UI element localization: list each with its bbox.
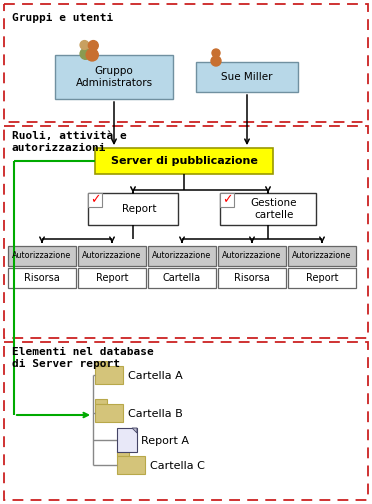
Bar	[78, 246, 146, 266]
Bar	[95, 366, 123, 384]
Bar	[4, 4, 368, 122]
Text: Gruppi e utenti: Gruppi e utenti	[12, 13, 113, 23]
Text: Autorizzazione: Autorizzazione	[12, 251, 72, 261]
Text: Autorizzazione: Autorizzazione	[222, 251, 282, 261]
Bar	[95, 148, 273, 174]
Bar	[288, 268, 356, 288]
Circle shape	[86, 49, 98, 61]
Text: Report: Report	[306, 273, 338, 283]
Bar	[220, 193, 316, 225]
Bar	[4, 342, 368, 500]
Text: ✓: ✓	[222, 194, 232, 207]
Polygon shape	[132, 428, 137, 433]
Bar	[288, 246, 356, 266]
Text: Gruppo
Administrators: Gruppo Administrators	[76, 66, 153, 88]
Text: Sue Miller: Sue Miller	[221, 72, 273, 82]
Circle shape	[80, 48, 91, 59]
Text: Cartella: Cartella	[163, 273, 201, 283]
Bar	[220, 193, 234, 207]
Bar	[8, 246, 76, 266]
Text: Ruoli, attività e
autorizzazioni: Ruoli, attività e autorizzazioni	[12, 131, 127, 153]
Bar	[117, 456, 145, 474]
Text: Risorsa: Risorsa	[234, 273, 270, 283]
Bar	[95, 399, 107, 404]
Text: Autorizzazione: Autorizzazione	[82, 251, 142, 261]
Text: Report A: Report A	[141, 436, 189, 446]
Text: Cartella A: Cartella A	[128, 371, 183, 381]
Bar	[95, 404, 123, 422]
Bar	[88, 193, 178, 225]
Text: Cartella C: Cartella C	[150, 461, 205, 471]
Bar	[117, 451, 129, 456]
Text: Elementi nel database
di Server report: Elementi nel database di Server report	[12, 347, 154, 368]
Text: Autorizzazione: Autorizzazione	[153, 251, 212, 261]
Bar	[95, 361, 107, 366]
Circle shape	[212, 49, 220, 57]
Bar	[8, 268, 76, 288]
Text: Report: Report	[96, 273, 128, 283]
Text: ✓: ✓	[90, 194, 100, 207]
Bar	[218, 246, 286, 266]
Circle shape	[89, 41, 98, 50]
Bar	[55, 55, 173, 99]
Text: Risorsa: Risorsa	[24, 273, 60, 283]
Bar	[88, 193, 102, 207]
Bar	[78, 268, 146, 288]
Bar	[148, 246, 216, 266]
Circle shape	[211, 56, 221, 66]
Bar	[218, 268, 286, 288]
Text: Gestione
cartelle: Gestione cartelle	[251, 198, 297, 220]
Text: Server di pubblicazione: Server di pubblicazione	[110, 156, 257, 166]
Bar	[117, 428, 137, 452]
Bar	[196, 62, 298, 92]
Text: Autorizzazione: Autorizzazione	[292, 251, 352, 261]
Bar	[4, 126, 368, 338]
Text: Cartella B: Cartella B	[128, 409, 183, 419]
Text: Report: Report	[122, 204, 156, 214]
Circle shape	[80, 41, 89, 49]
Bar	[148, 268, 216, 288]
